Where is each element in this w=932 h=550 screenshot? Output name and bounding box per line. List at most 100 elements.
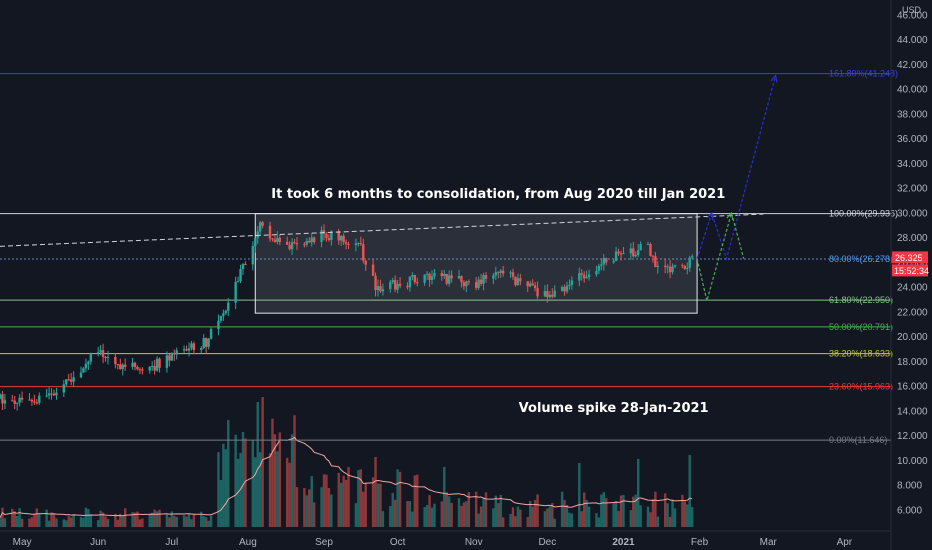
volume-bar: [256, 402, 259, 527]
volume-bar: [303, 487, 306, 527]
time-tick-label: Jul: [165, 537, 178, 548]
volume-bar: [342, 475, 345, 527]
candle-body: [121, 364, 124, 370]
volume-bar: [121, 515, 124, 527]
drawing-layer[interactable]: [0, 74, 778, 301]
volume-bar: [45, 509, 48, 527]
annotation-layer: It took 6 months to consolidation, from …: [271, 187, 725, 416]
candle-body: [222, 313, 225, 317]
candle-body: [278, 237, 282, 242]
candle-body: [114, 356, 117, 365]
consolidation-box[interactable]: [254, 213, 698, 314]
volume-bar: [28, 518, 31, 527]
volume-bar: [268, 453, 272, 527]
volume-bar: [224, 449, 228, 527]
candle-body: [533, 285, 537, 289]
volume-bar: [202, 515, 205, 527]
volume-bar: [460, 505, 463, 527]
volume-bar: [254, 457, 257, 527]
volume-bar: [15, 515, 19, 527]
volume-bar: [563, 500, 566, 527]
volume-bar: [47, 520, 51, 527]
candle-body: [460, 276, 463, 283]
price-tick-label: 30.000: [897, 208, 928, 219]
candle-body: [18, 397, 21, 403]
volume-bar: [38, 513, 41, 527]
candle-body: [234, 281, 237, 303]
candle-body: [595, 270, 598, 275]
candle-body: [141, 369, 144, 371]
price-tick-label: 26.000: [897, 258, 928, 269]
price-tick-label: 38.000: [897, 109, 928, 120]
volume-bar: [62, 519, 66, 527]
projection-path-green[interactable]: [696, 210, 745, 301]
candle-body: [477, 279, 480, 288]
volume-bar: [79, 517, 83, 527]
candle-body: [526, 281, 529, 287]
time-axis[interactable]: May Jun Jul Aug Sep Oct Nov Dec 2021 Feb Mar Apr: [13, 537, 853, 548]
candle-body: [396, 283, 399, 290]
candle-body: [13, 400, 16, 404]
candle-body: [666, 266, 669, 268]
volume-bar: [35, 508, 39, 527]
candle-body: [330, 231, 333, 241]
candle-body: [683, 266, 687, 269]
volume-bar: [322, 474, 326, 527]
chart-annotation: Volume spike 28-Jan-2021: [519, 401, 709, 416]
volume-bar: [182, 515, 186, 527]
candle-body: [686, 267, 689, 269]
time-tick-label: Mar: [760, 537, 778, 548]
volume-bar: [686, 504, 689, 527]
candle-body: [668, 266, 672, 273]
projection-path-blue[interactable]: [696, 75, 777, 261]
candle-body: [551, 294, 554, 297]
candle-body: [271, 238, 274, 240]
volume-bar: [52, 513, 56, 527]
volume-bar: [114, 513, 117, 527]
volume-bar: [155, 511, 159, 527]
price-tick-label: 14.000: [897, 406, 928, 417]
consolidation-box-layer[interactable]: [254, 213, 698, 314]
volume-bar: [428, 495, 431, 527]
fibonacci-levels[interactable]: 161.80%(41.248) 100.00%(29.936) 80.00%(26.…: [0, 69, 898, 445]
volume-bar: [278, 432, 282, 527]
volume-bar: [133, 512, 137, 527]
candle-body: [354, 243, 358, 245]
volume-bar: [222, 443, 225, 527]
volume-bar: [406, 501, 409, 527]
candle-body: [465, 281, 468, 287]
candle-body: [11, 400, 14, 402]
volume-bar: [605, 498, 608, 527]
volume-bar: [580, 511, 583, 527]
candle-body: [258, 222, 262, 232]
candle-body: [457, 276, 461, 279]
candle-body: [362, 244, 365, 261]
volume-bar: [440, 501, 444, 527]
countdown-badge: 15:52:34: [892, 264, 929, 277]
volume-bar: [551, 503, 554, 527]
time-tick-label: Oct: [390, 537, 406, 548]
volume-bar: [511, 507, 515, 527]
candle-body: [69, 379, 73, 382]
price-tick-label: 8.000: [897, 481, 922, 492]
volume-bar: [1, 507, 4, 527]
price-tick-label: 34.000: [897, 159, 928, 170]
candle-body: [553, 290, 556, 297]
candle-body: [20, 397, 24, 400]
candle-body: [578, 273, 581, 281]
candle-body: [131, 362, 134, 367]
candle-body: [170, 353, 174, 361]
candle-body: [209, 329, 213, 339]
candle-body: [308, 240, 311, 243]
candle-body: [393, 280, 397, 290]
volume-bar: [398, 471, 402, 527]
candle-body: [494, 272, 498, 276]
volume-bar: [20, 519, 24, 527]
candle-body: [82, 368, 85, 373]
volume-bar: [408, 501, 412, 527]
time-tick-label: 2021: [612, 537, 635, 548]
dashed-trendline[interactable]: [0, 213, 764, 247]
price-axis[interactable]: 46.000 44.000 42.000 40.000 38.000 36.000 34.0…: [897, 10, 928, 516]
volume-bar: [484, 492, 488, 527]
